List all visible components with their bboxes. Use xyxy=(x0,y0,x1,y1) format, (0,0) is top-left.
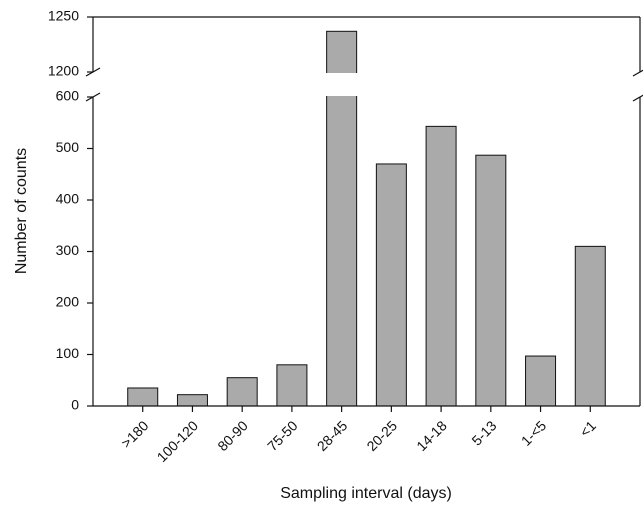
y-tick-label: 1200 xyxy=(48,63,79,79)
y-tick-label: 400 xyxy=(56,191,80,207)
x-tick-label: >180 xyxy=(118,417,152,451)
x-tick-label: 14-18 xyxy=(413,417,450,454)
bar xyxy=(375,163,407,407)
y-tick-label: 0 xyxy=(71,397,79,413)
bar xyxy=(475,154,507,407)
y-axis-label: Number of counts xyxy=(13,148,30,274)
y-tick-label: 300 xyxy=(56,242,80,258)
bar xyxy=(176,394,208,407)
x-tick-label: 28-45 xyxy=(314,417,351,454)
y-tick-label: 1250 xyxy=(48,8,79,24)
y-tick-label: 500 xyxy=(56,139,80,155)
x-tick-label: 80-90 xyxy=(214,417,251,454)
bar xyxy=(525,355,557,407)
y-tick-label: 100 xyxy=(56,345,80,361)
x-tick-label: 100-120 xyxy=(154,417,202,465)
x-tick-label: <1 xyxy=(576,417,599,440)
x-axis-label: Sampling interval (days) xyxy=(280,485,452,502)
bar xyxy=(127,387,159,407)
x-tick-label: 75-50 xyxy=(264,417,301,454)
x-tick-label: 5-13 xyxy=(468,417,499,448)
x-tick-label: 20-25 xyxy=(363,417,400,454)
bar xyxy=(574,245,606,407)
y-tick-label: 200 xyxy=(56,294,80,310)
axis-break-gap xyxy=(0,73,643,96)
x-tick-label: 1-<5 xyxy=(518,417,550,449)
axis-line xyxy=(632,69,643,77)
bar xyxy=(425,125,457,407)
y-tick-label: 600 xyxy=(56,88,80,104)
bar xyxy=(276,364,308,407)
axis-line xyxy=(632,94,643,102)
bar xyxy=(226,377,258,407)
